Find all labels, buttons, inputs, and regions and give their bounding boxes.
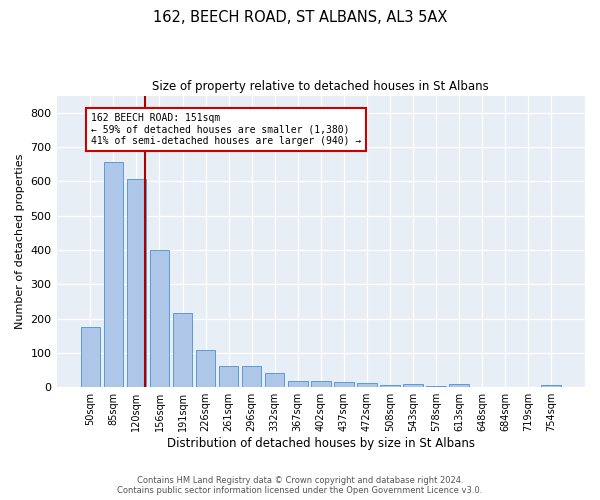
Y-axis label: Number of detached properties: Number of detached properties xyxy=(15,154,25,329)
Text: 162, BEECH ROAD, ST ALBANS, AL3 5AX: 162, BEECH ROAD, ST ALBANS, AL3 5AX xyxy=(153,10,447,25)
Text: Contains HM Land Registry data © Crown copyright and database right 2024.
Contai: Contains HM Land Registry data © Crown c… xyxy=(118,476,482,495)
Bar xyxy=(334,382,353,387)
Bar xyxy=(449,384,469,387)
Bar xyxy=(426,386,446,387)
Bar xyxy=(265,373,284,387)
Bar xyxy=(311,382,331,387)
X-axis label: Distribution of detached houses by size in St Albans: Distribution of detached houses by size … xyxy=(167,437,475,450)
Bar xyxy=(104,162,123,387)
Bar xyxy=(403,384,423,387)
Title: Size of property relative to detached houses in St Albans: Size of property relative to detached ho… xyxy=(152,80,489,93)
Bar xyxy=(242,366,262,387)
Bar xyxy=(173,314,193,387)
Bar xyxy=(541,385,561,387)
Bar xyxy=(219,366,238,387)
Text: 162 BEECH ROAD: 151sqm
← 59% of detached houses are smaller (1,380)
41% of semi-: 162 BEECH ROAD: 151sqm ← 59% of detached… xyxy=(91,112,361,146)
Bar xyxy=(380,385,400,387)
Bar xyxy=(149,250,169,387)
Bar xyxy=(196,350,215,387)
Bar xyxy=(80,327,100,387)
Bar xyxy=(288,381,308,387)
Bar xyxy=(127,178,146,387)
Bar xyxy=(357,382,377,387)
